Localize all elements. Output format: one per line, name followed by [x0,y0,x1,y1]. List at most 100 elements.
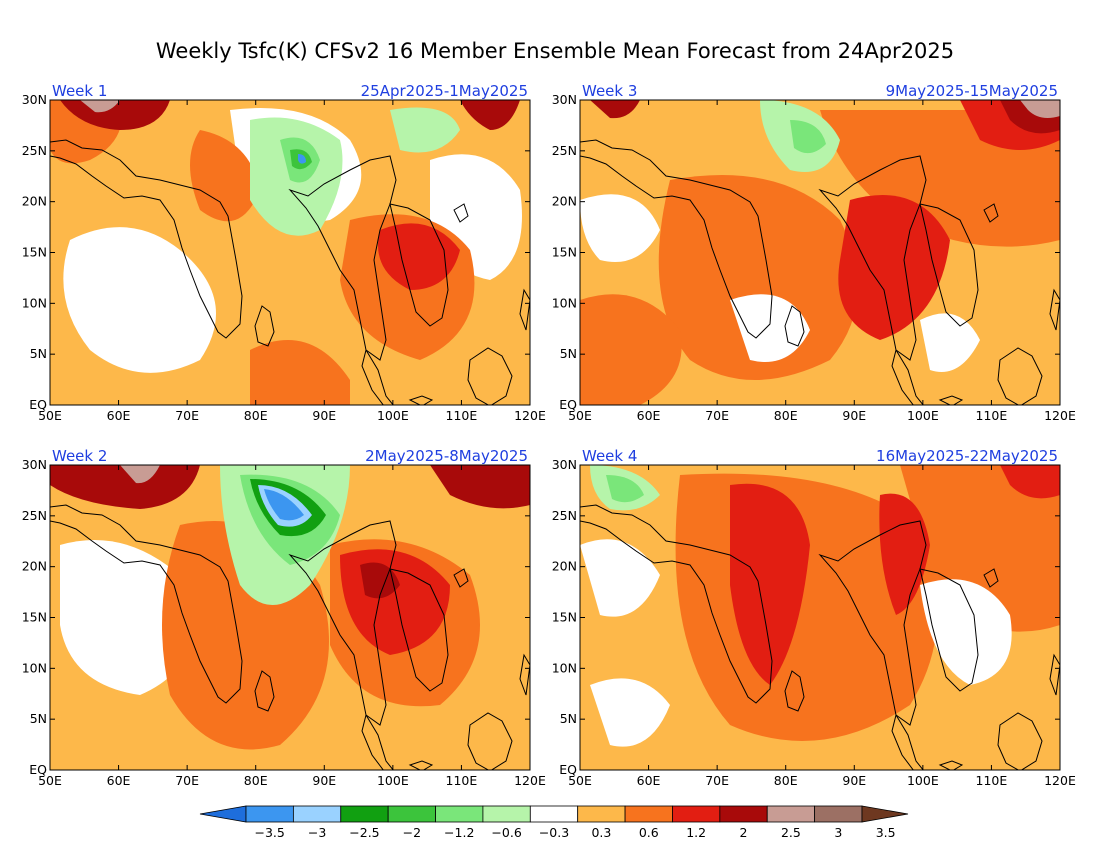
lat-tick-label: 30N [22,92,47,107]
date-range-label: 2May2025-8May2025 [365,447,528,465]
lat-tick-label: 5N [560,711,577,726]
map-panel: Week 4 16May2025-22May2025 EQ 5N 10N 15N 20N 25… [552,447,1076,788]
lon-tick-label: 80E [244,408,268,423]
lon-tick-label: 80E [244,773,268,788]
lon-tick-label: 70E [175,773,199,788]
lon-tick-label: 100E [907,408,939,423]
week-label: Week 2 [52,447,107,465]
colorbar-swatch [672,805,721,823]
temperature-anomaly-field [50,465,530,770]
colorbar-swatch [387,805,436,823]
lat-tick-label: 20N [552,194,577,209]
temperature-anomaly-field [50,100,530,405]
lat-tick-label: 30N [552,92,577,107]
lat-tick-label: 30N [22,457,47,472]
colorbar-high-arrow [861,805,909,823]
lon-tick-label: 50E [38,408,62,423]
lat-tick-label: 15N [552,245,577,260]
lat-tick-label: 20N [22,559,47,574]
lat-tick-label: 10N [552,660,577,675]
lon-tick-label: 50E [568,773,592,788]
lon-tick-label: 60E [107,773,131,788]
lon-tick-label: 100E [377,773,409,788]
lon-tick-label: 120E [514,773,546,788]
lat-tick-label: 10N [22,295,47,310]
lat-tick-label: 15N [22,610,47,625]
lon-tick-label: 60E [637,773,661,788]
figure-title: Weekly Tsfc(K) CFSv2 16 Member Ensemble … [156,39,954,63]
temperature-anomaly-field [580,100,1060,405]
lon-tick-label: 90E [312,773,336,788]
lon-tick-label: 90E [312,408,336,423]
map-panel: Week 3 9May2025-15May2025 EQ 5N 10N 15N 20N 25N… [552,82,1076,423]
lon-tick-label: 60E [637,408,661,423]
lon-tick-label: 70E [705,773,729,788]
lat-tick-label: 25N [552,143,577,158]
lon-tick-label: 120E [1044,773,1076,788]
colorbar-swatch [766,805,816,823]
lat-tick-label: 5N [30,346,47,361]
colorbar-label: 2 [740,825,748,840]
map-panel: Week 1 25Apr2025-1May2025 EQ 5N 10N 15N 20N 25N… [22,82,546,423]
week-label: Week 1 [52,82,107,100]
lon-tick-label: 120E [514,408,546,423]
week-label: Week 3 [582,82,637,100]
lat-tick-label: 10N [552,295,577,310]
colorbar-label: −3 [308,825,326,840]
colorbar-swatch [577,805,626,823]
colorbar-label: −0.6 [491,825,521,840]
lat-tick-label: 5N [30,711,47,726]
lat-tick-label: 20N [552,559,577,574]
lon-tick-label: 110E [446,408,478,423]
lat-tick-label: 20N [22,194,47,209]
date-range-label: 16May2025-22May2025 [876,447,1058,465]
lat-tick-label: 25N [22,508,47,523]
colorbar-label: −1.2 [444,825,474,840]
lon-tick-label: 110E [976,408,1008,423]
lon-tick-label: 60E [107,408,131,423]
lon-tick-label: 100E [377,408,409,423]
lat-tick-label: EQ [29,762,47,777]
lat-tick-label: 10N [22,660,47,675]
date-range-label: 25Apr2025-1May2025 [361,82,528,100]
colorbar-swatch [340,805,389,823]
lat-tick-label: 15N [22,245,47,260]
lon-tick-label: 80E [774,773,798,788]
colorbar-swatch [482,805,531,823]
date-range-label: 9May2025-15May2025 [886,82,1058,100]
lat-tick-label: EQ [559,762,577,777]
temperature-anomaly-field [580,465,1060,770]
colorbar-label: 3.5 [876,825,896,840]
colorbar: −3.5 −3 −2.5 −2 −1.2 −0.6 −0.3 0.3 0.6 1.2 2 2.5 3 3.… [199,805,909,840]
colorbar-label: 3 [834,825,842,840]
lon-tick-label: 50E [38,773,62,788]
colorbar-label: 1.2 [686,825,706,840]
colorbar-swatch [529,805,579,823]
lat-tick-label: EQ [29,397,47,412]
lat-tick-label: EQ [559,397,577,412]
lat-tick-label: 25N [552,508,577,523]
colorbar-swatch [814,805,863,823]
lon-tick-label: 90E [842,773,866,788]
lon-tick-label: 110E [976,773,1008,788]
colorbar-swatch [245,805,294,823]
colorbar-swatch [624,805,673,823]
colorbar-label: −0.3 [539,825,569,840]
colorbar-label: −2.5 [349,825,379,840]
week-label: Week 4 [582,447,637,465]
colorbar-label: 0.3 [591,825,611,840]
colorbar-swatch [292,805,342,823]
lon-tick-label: 90E [842,408,866,423]
colorbar-label: −3.5 [255,825,285,840]
lon-tick-label: 50E [568,408,592,423]
lon-tick-label: 100E [907,773,939,788]
lat-tick-label: 30N [552,457,577,472]
colorbar-low-arrow [199,805,247,823]
lon-tick-label: 70E [705,408,729,423]
colorbar-label: 2.5 [781,825,801,840]
lon-tick-label: 80E [774,408,798,423]
lon-tick-label: 120E [1044,408,1076,423]
lon-tick-label: 110E [446,773,478,788]
lat-tick-label: 5N [560,346,577,361]
